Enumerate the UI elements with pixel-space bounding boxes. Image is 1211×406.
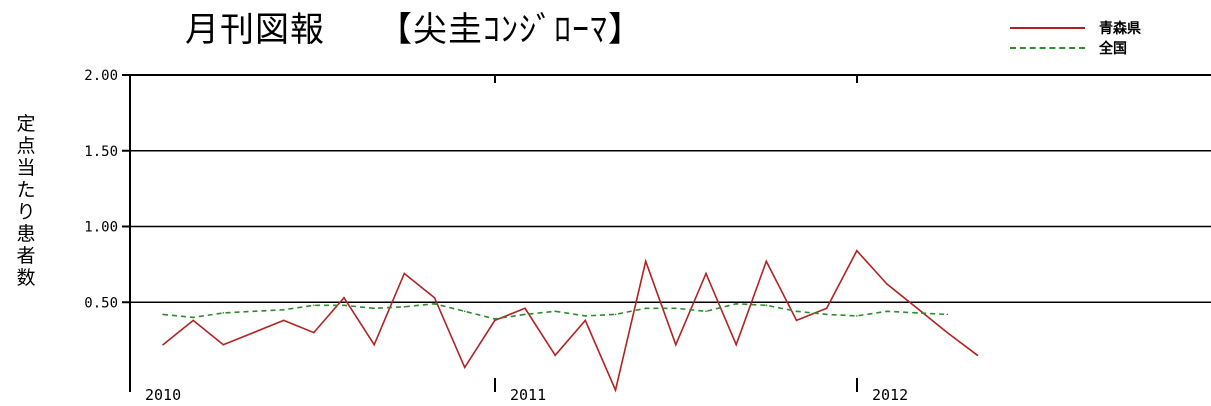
data-point-aomori xyxy=(463,366,466,369)
legend: 青森県 全国 xyxy=(1010,18,1141,58)
data-point-aomori xyxy=(343,296,345,299)
y-tick-label: 1.50 xyxy=(84,144,118,160)
data-point-aomori xyxy=(403,272,406,275)
data-point-aomori xyxy=(675,343,677,346)
legend-label-aomori: 青森県 xyxy=(1099,21,1141,37)
data-point-national xyxy=(463,310,466,313)
y-tick-label: 0.50 xyxy=(84,295,118,311)
data-point-aomori xyxy=(795,319,798,322)
data-point-national xyxy=(313,304,315,307)
data-point-aomori xyxy=(765,260,768,263)
data-point-aomori xyxy=(856,249,858,252)
data-point-national xyxy=(162,313,164,316)
data-point-national xyxy=(222,312,225,314)
y-axis-label: 定点当たり患者数 xyxy=(16,113,36,289)
legend-item-aomori: 青森県 xyxy=(1010,18,1141,38)
x-tick-label: 2010 xyxy=(145,386,181,404)
legend-swatch-national xyxy=(1010,47,1085,49)
legend-item-national: 全国 xyxy=(1010,38,1141,58)
data-point-aomori xyxy=(494,319,496,322)
series-line-aomori xyxy=(162,249,978,393)
chart-title: 月刊図報 【尖圭ｺﾝｼﾞﾛｰﾏ】 xyxy=(185,10,643,50)
data-point-national xyxy=(192,316,194,319)
data-point-national xyxy=(735,302,737,305)
data-point-aomori xyxy=(584,319,587,322)
data-point-aomori xyxy=(976,354,979,357)
data-point-national xyxy=(946,313,949,316)
data-point-aomori xyxy=(946,331,949,334)
data-point-national xyxy=(705,310,707,313)
data-point-national xyxy=(343,304,345,307)
data-point-national xyxy=(825,313,828,316)
data-point-aomori xyxy=(524,307,526,310)
data-point-aomori xyxy=(282,319,285,322)
data-point-national xyxy=(765,304,768,307)
data-point-national xyxy=(795,310,798,313)
data-point-aomori xyxy=(222,343,225,346)
data-point-national xyxy=(584,315,587,317)
data-point-national xyxy=(614,313,617,316)
data-point-aomori xyxy=(252,331,255,334)
data-point-national xyxy=(644,307,647,310)
data-point-national xyxy=(373,307,375,310)
data-point-aomori xyxy=(705,272,707,275)
data-point-aomori xyxy=(192,319,194,322)
data-point-national xyxy=(494,318,496,320)
data-point-national xyxy=(856,315,858,317)
data-point-aomori xyxy=(644,260,647,263)
data-point-aomori xyxy=(373,343,375,346)
data-point-aomori xyxy=(916,307,918,310)
data-point-national xyxy=(554,310,556,313)
y-tick-label: 1.00 xyxy=(84,220,118,236)
data-point-aomori xyxy=(614,389,617,391)
data-point-national xyxy=(916,312,918,314)
data-point-national xyxy=(886,310,888,313)
series-line-national xyxy=(162,302,948,320)
data-point-national xyxy=(524,313,526,316)
data-point-national xyxy=(403,305,406,308)
legend-swatch-aomori xyxy=(1010,27,1085,29)
data-point-national xyxy=(252,310,255,313)
data-point-national xyxy=(282,309,285,311)
data-point-national xyxy=(433,302,436,305)
legend-label-national: 全国 xyxy=(1099,41,1127,57)
x-tick-label: 2011 xyxy=(510,386,546,404)
y-tick-label: 2.00 xyxy=(84,68,118,84)
data-point-aomori xyxy=(554,354,556,357)
data-point-national xyxy=(675,307,677,310)
x-tick-label: 2012 xyxy=(872,386,908,404)
data-point-aomori xyxy=(886,283,888,285)
data-point-aomori xyxy=(162,343,164,346)
data-point-aomori xyxy=(433,296,436,299)
data-point-aomori xyxy=(313,331,315,334)
data-point-aomori xyxy=(735,343,737,346)
data-point-aomori xyxy=(825,307,828,310)
